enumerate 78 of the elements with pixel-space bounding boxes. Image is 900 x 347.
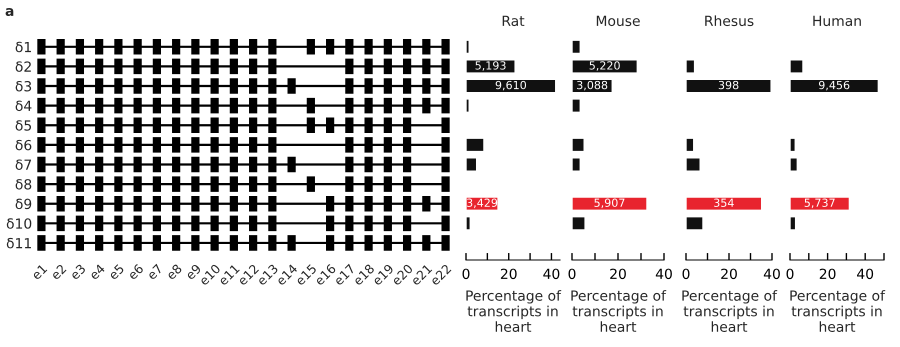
bar bbox=[686, 196, 762, 212]
x-tick-label: 40 bbox=[543, 268, 560, 280]
x-axis-title: Percentage of transcripts in heart bbox=[571, 290, 666, 332]
bar bbox=[572, 138, 585, 152]
x-axis-title: Percentage of transcripts in heart bbox=[682, 290, 778, 332]
bar bbox=[686, 216, 704, 231]
category-label: δ2 bbox=[16, 61, 31, 72]
category-label: δ8 bbox=[16, 179, 32, 190]
bar bbox=[466, 98, 470, 114]
category-label: δ3 bbox=[16, 81, 32, 92]
x-tick-label: 40 bbox=[656, 268, 672, 280]
x-axis-title: Percentage of transcripts in heart bbox=[466, 290, 562, 332]
category-label: e1 bbox=[31, 264, 48, 280]
bar bbox=[466, 157, 478, 172]
x-tick-label: 40 bbox=[857, 268, 874, 280]
x-tick-label: 20 bbox=[500, 268, 517, 280]
text: a bbox=[6, 8, 14, 16]
bar bbox=[572, 196, 648, 212]
category-label: δ4 bbox=[16, 100, 32, 112]
category-label: e5 bbox=[108, 264, 124, 280]
category-label: e3 bbox=[69, 264, 86, 280]
annotation: 354 bbox=[714, 198, 734, 207]
bar bbox=[790, 78, 880, 94]
bar bbox=[466, 39, 470, 54]
annotation: 9,456 bbox=[818, 80, 850, 90]
bar bbox=[572, 157, 581, 172]
category-label: e7 bbox=[146, 264, 163, 280]
bar bbox=[572, 98, 581, 114]
category-label: e8 bbox=[166, 264, 182, 280]
bar bbox=[466, 59, 516, 74]
x-tick-label: 20 bbox=[610, 268, 626, 280]
category-label: δ11 bbox=[6, 238, 31, 248]
category-label: e6 bbox=[127, 263, 144, 280]
bar bbox=[572, 59, 638, 74]
bar bbox=[790, 216, 796, 231]
category-label: δ7 bbox=[16, 159, 32, 170]
category-label: δ1 bbox=[16, 42, 31, 52]
category-label: δ5 bbox=[16, 120, 32, 131]
chart-title: Rat bbox=[502, 16, 524, 26]
bar bbox=[466, 138, 485, 152]
bar bbox=[572, 39, 581, 54]
bar bbox=[790, 59, 804, 74]
bar bbox=[790, 157, 798, 172]
annotation: 398 bbox=[718, 80, 738, 90]
bar bbox=[686, 157, 701, 172]
x-tick-label: 20 bbox=[721, 268, 737, 280]
x-tick-label: 0 bbox=[462, 268, 470, 280]
annotation: 5,193 bbox=[476, 61, 506, 71]
bar bbox=[686, 138, 694, 152]
x-tick-label: 40 bbox=[764, 268, 780, 280]
bar bbox=[686, 59, 696, 74]
bar bbox=[686, 78, 772, 94]
category-label: δ6 bbox=[16, 140, 32, 150]
category-label: e2 bbox=[50, 264, 67, 280]
category-label: δ9 bbox=[16, 198, 32, 210]
annotation: 3,088 bbox=[577, 80, 608, 90]
bar bbox=[790, 196, 850, 212]
x-tick-label: 20 bbox=[820, 268, 836, 280]
category-label: e20 bbox=[391, 264, 414, 286]
category-label: δ10 bbox=[6, 218, 32, 229]
annotation: 5,737 bbox=[804, 198, 835, 208]
bar bbox=[466, 78, 556, 94]
annotation: 3,429 bbox=[466, 198, 498, 208]
annotation: 9,610 bbox=[496, 80, 526, 90]
chart-title: Rhesus bbox=[705, 15, 754, 26]
x-axis-title: Percentage of transcripts in heart bbox=[790, 290, 886, 332]
bar bbox=[790, 138, 796, 152]
chart-title: Mouse bbox=[596, 16, 640, 26]
x-tick-label: 0 bbox=[786, 268, 794, 280]
x-tick-label: 0 bbox=[568, 268, 576, 280]
chart-title: Human bbox=[813, 16, 861, 26]
annotation: 5,220 bbox=[590, 61, 620, 71]
x-tick-label: 0 bbox=[682, 268, 690, 280]
bar bbox=[466, 216, 471, 231]
category-label: e4 bbox=[88, 264, 106, 280]
annotation: 5,907 bbox=[594, 198, 624, 208]
bar bbox=[572, 216, 586, 231]
category-label: e18 bbox=[352, 264, 375, 286]
